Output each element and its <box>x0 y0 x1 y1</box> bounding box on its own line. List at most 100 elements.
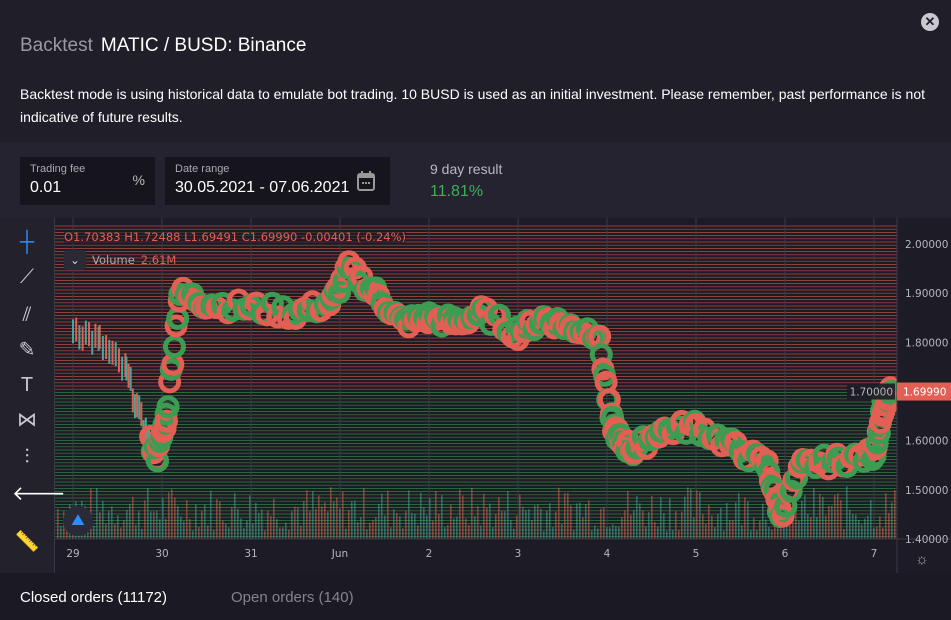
prediction-icon[interactable]: ⫶ <box>24 446 30 468</box>
volume-bar <box>102 500 104 539</box>
crosshair-icon[interactable]: ┼ <box>19 231 35 253</box>
volume-bar <box>492 527 494 539</box>
volume-bar <box>420 492 422 539</box>
volume-bar <box>471 487 473 539</box>
volume-bar <box>186 500 188 539</box>
x-tick-label: Jun <box>331 548 348 560</box>
date-range-value: 30.05.2021 - 07.06.2021 <box>175 179 350 196</box>
volume-bar <box>123 520 125 539</box>
volume-bar <box>255 502 257 539</box>
volume-bar <box>465 518 467 539</box>
volume-bar <box>828 505 830 539</box>
trading-fee-field[interactable]: Trading fee 0.01 % <box>20 157 155 205</box>
volume-bar <box>642 510 644 539</box>
volume-bar <box>258 512 260 539</box>
volume-bar <box>147 488 149 539</box>
trade-marker <box>589 343 613 367</box>
volume-bar <box>495 514 497 539</box>
volume-bar <box>711 515 713 539</box>
volume-bar <box>312 491 314 539</box>
x-tick-label: 2 <box>426 548 433 560</box>
chevron-down-icon[interactable]: ⌄ <box>64 250 86 270</box>
volume-bar <box>810 516 812 539</box>
volume-bar <box>243 528 245 539</box>
volume-bar <box>804 495 806 539</box>
volume-bar <box>870 500 872 539</box>
volume-bar <box>363 487 365 539</box>
x-tick-label: 7 <box>871 548 878 560</box>
volume-bar <box>618 526 620 539</box>
drawing-toolbar: ┼ ⟋ ⫽ ✎ T ⋈ ⫶ 🡐 📏 <box>0 218 66 573</box>
close-icon[interactable]: ✕ <box>921 13 939 31</box>
trend-line-icon[interactable]: ⟋ <box>20 266 34 288</box>
volume-bar <box>429 498 431 539</box>
volume-bar <box>213 529 215 539</box>
volume-bar <box>228 527 230 539</box>
volume-bar <box>378 504 380 539</box>
volume-bar <box>813 488 815 539</box>
volume-bar <box>468 525 470 539</box>
date-range-field[interactable]: Date range 30.05.2021 - 07.06.2021 <box>165 157 390 205</box>
orders-tabs: Closed orders (11172) Open orders (140) <box>0 573 951 620</box>
tab-closed-orders[interactable]: Closed orders (11172) <box>20 589 168 606</box>
volume-bar <box>99 512 101 539</box>
volume-bar <box>402 528 404 539</box>
volume-bar <box>288 529 290 539</box>
chart-canvas[interactable]: 2.00000 1.90000 1.80000 1.70000 1.60000 1.500… <box>0 218 951 573</box>
volume-bar <box>516 515 518 539</box>
x-tick-label: 30 <box>155 548 168 560</box>
pattern-icon[interactable]: ⋈ <box>17 409 37 431</box>
volume-bar <box>894 490 896 539</box>
volume-bar <box>621 516 623 539</box>
x-tick-label: 6 <box>782 548 789 560</box>
volume-bar <box>651 495 653 539</box>
volume-bar <box>699 491 701 539</box>
brush-icon[interactable]: ✎ <box>18 339 36 361</box>
volume-bar <box>513 528 515 539</box>
fib-tool-icon[interactable]: ⫽ <box>22 304 32 326</box>
volume-bar <box>477 505 479 539</box>
volume-bar <box>384 515 386 539</box>
volume-bar <box>135 524 137 539</box>
volume-bar <box>798 520 800 539</box>
volume-bar <box>444 527 446 539</box>
volume-bar <box>594 525 596 539</box>
volume-bar <box>411 512 413 539</box>
trading-fee-label: Trading fee <box>30 163 86 175</box>
volume-bar <box>174 497 176 539</box>
volume-bar <box>270 515 272 539</box>
volume-bar <box>327 511 329 539</box>
volume-bar <box>399 516 401 539</box>
volume-bar <box>816 516 818 539</box>
volume-bar <box>840 500 842 539</box>
volume-bar <box>222 520 224 539</box>
volume-bar <box>216 499 218 539</box>
volume-bar <box>267 510 269 539</box>
volume-bar <box>201 510 203 539</box>
volume-bar <box>741 524 743 539</box>
volume-bar <box>366 529 368 539</box>
price-chart[interactable]: 2.00000 1.90000 1.80000 1.70000 1.60000 1.500… <box>0 218 951 573</box>
volume-bar <box>573 530 575 539</box>
calendar-icon[interactable] <box>357 171 375 191</box>
text-tool-icon[interactable]: T <box>20 374 34 396</box>
volume-bar <box>318 495 320 539</box>
volume-bar <box>459 489 461 539</box>
tab-open-orders[interactable]: Open orders (140) <box>231 589 354 606</box>
volume-bar <box>132 496 134 539</box>
volume-bar <box>195 504 197 539</box>
volume-bar <box>585 504 587 539</box>
settings-icon[interactable]: ☼ <box>915 551 929 568</box>
volume-bar <box>756 530 758 539</box>
volume-bar <box>627 490 629 539</box>
volume-bar <box>129 503 131 539</box>
volume-bar <box>339 508 341 539</box>
volume-bar <box>588 500 590 539</box>
y-tick-label: 1.40000 <box>905 534 948 546</box>
volume-bar <box>678 530 680 539</box>
back-arrow-icon[interactable]: 🡐 <box>12 483 66 505</box>
volume-bar <box>876 526 878 539</box>
volume-bar <box>57 508 59 539</box>
ruler-icon[interactable]: 📏 <box>14 531 40 553</box>
volume-bar <box>237 508 239 539</box>
